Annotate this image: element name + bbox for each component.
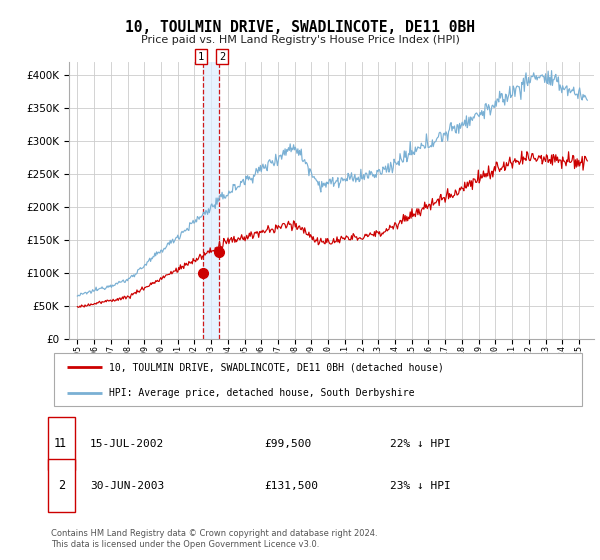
- Text: £131,500: £131,500: [264, 481, 318, 491]
- Text: 1: 1: [198, 52, 204, 62]
- Text: £99,500: £99,500: [264, 439, 311, 449]
- Text: 1: 1: [53, 437, 61, 450]
- Text: 2: 2: [219, 52, 225, 62]
- Text: 22% ↓ HPI: 22% ↓ HPI: [390, 439, 451, 449]
- Text: 1: 1: [58, 437, 65, 450]
- Text: 2: 2: [58, 479, 65, 492]
- Text: Contains HM Land Registry data © Crown copyright and database right 2024.
This d: Contains HM Land Registry data © Crown c…: [51, 529, 377, 549]
- Text: 23% ↓ HPI: 23% ↓ HPI: [390, 481, 451, 491]
- FancyBboxPatch shape: [54, 353, 582, 406]
- Text: 10, TOULMIN DRIVE, SWADLINCOTE, DE11 0BH: 10, TOULMIN DRIVE, SWADLINCOTE, DE11 0BH: [125, 20, 475, 35]
- Text: HPI: Average price, detached house, South Derbyshire: HPI: Average price, detached house, Sout…: [109, 388, 415, 398]
- Text: 10, TOULMIN DRIVE, SWADLINCOTE, DE11 0BH (detached house): 10, TOULMIN DRIVE, SWADLINCOTE, DE11 0BH…: [109, 362, 445, 372]
- Bar: [203, 62, 220, 339]
- Text: 30-JUN-2003: 30-JUN-2003: [90, 481, 164, 491]
- Text: 15-JUL-2002: 15-JUL-2002: [90, 439, 164, 449]
- Text: Price paid vs. HM Land Registry's House Price Index (HPI): Price paid vs. HM Land Registry's House …: [140, 35, 460, 45]
